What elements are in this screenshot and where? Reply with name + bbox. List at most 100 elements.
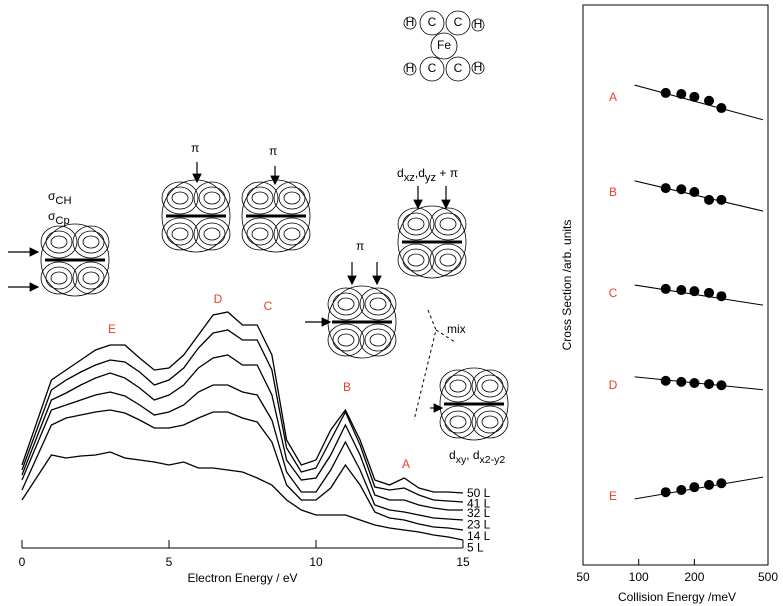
atom-label: H: [406, 61, 415, 75]
orbital-pi-2: [240, 178, 312, 254]
data-point: [689, 187, 700, 198]
label-part: σ: [48, 209, 56, 223]
x-tick-label: 100: [629, 570, 649, 584]
label-part: , d: [466, 448, 479, 462]
data-point: [676, 184, 687, 195]
peak-label: C: [264, 299, 273, 313]
data-point: [689, 91, 700, 102]
data-point: [676, 89, 687, 100]
spectrum-line: [21, 384, 464, 521]
data-point: [660, 375, 671, 386]
orbital-label: π: [356, 239, 364, 253]
orbital-label: π: [269, 144, 277, 158]
data-point: [676, 484, 687, 495]
atom-label: C: [428, 61, 437, 75]
spectrum-line: [21, 451, 464, 541]
x-tick-label: 15: [456, 555, 470, 569]
data-point: [716, 291, 727, 302]
data-point: [704, 379, 715, 390]
x-tick-label: 0: [19, 555, 26, 569]
data-point: [716, 194, 727, 205]
fit-line: [634, 84, 764, 121]
x-tick-label: 500: [758, 570, 778, 584]
data-point: [676, 376, 687, 387]
series-label: D: [609, 378, 618, 392]
series-label: B: [609, 185, 617, 199]
orbital-dxy: [438, 366, 510, 442]
peak-label: B: [343, 380, 351, 394]
data-point: [689, 286, 700, 297]
fit-line: [634, 180, 764, 212]
series-label: 41 L: [467, 497, 491, 511]
atom-label: C: [454, 61, 463, 75]
arrows: [8, 162, 451, 413]
data-point: [716, 103, 727, 114]
data-point: [716, 478, 727, 489]
data-point: [704, 479, 715, 490]
atom-label: C: [454, 15, 463, 29]
series-label: 5 L: [467, 541, 484, 555]
molecule: [403, 10, 485, 82]
peak-label: D: [214, 292, 223, 306]
series-label: 23 L: [467, 518, 491, 532]
spectrum-line: [21, 311, 464, 494]
series-label: 32 L: [467, 506, 491, 520]
series-label: 50 L: [467, 486, 491, 500]
data-point: [689, 482, 700, 493]
label-part: ,d: [415, 166, 425, 180]
data-point: [660, 183, 671, 194]
x-tick-label: 5: [166, 555, 173, 569]
spectrum-line: [21, 329, 464, 503]
x-tick-label: 200: [684, 570, 704, 584]
y-axis-label: Cross Section /arb. units: [560, 220, 574, 351]
data-point: [689, 378, 700, 388]
label-part: yz: [425, 172, 437, 184]
plot-frame: [582, 4, 769, 566]
atom-label: C: [428, 15, 437, 29]
data-point: [676, 285, 687, 296]
x-axis-label: Collision Energy /meV: [618, 590, 736, 604]
x-tick-label: 50: [576, 570, 590, 584]
data-point: [704, 194, 715, 205]
label-part: d: [397, 166, 404, 180]
data-point: [716, 380, 727, 391]
series-label: A: [609, 90, 617, 104]
orbital-label: dxz,dyz + π: [397, 166, 458, 184]
data-point: [704, 95, 715, 106]
peak-label: E: [108, 322, 116, 336]
label-part: Cp: [55, 215, 69, 227]
atom-label: Fe: [437, 38, 451, 52]
data-point: [704, 287, 715, 298]
orbital-pi-1: [160, 178, 232, 254]
label-part: xz: [404, 172, 416, 184]
orbital-diagrams: [8, 162, 510, 442]
atom-label: H: [406, 15, 415, 29]
orbital-label: σCH: [48, 189, 72, 207]
label-part: x2-y2: [480, 454, 506, 466]
data-point: [660, 487, 671, 498]
x-tick-label: 10: [309, 555, 323, 569]
atom-label: H: [474, 60, 483, 74]
orbital-pi-3: [326, 284, 398, 360]
orbital-label: π: [191, 141, 199, 155]
orbital-label: dxy, dx2-y2: [449, 448, 505, 466]
orbital-label: mix: [447, 322, 466, 336]
spectrum-line: [21, 409, 464, 531]
peak-label: A: [402, 457, 410, 471]
mix-lines: [413, 309, 456, 421]
fit-line: [634, 284, 764, 306]
x-axis-label: Electron Energy / eV: [187, 571, 297, 585]
label-part: d: [449, 448, 456, 462]
label-part: CH: [55, 195, 71, 207]
spectrum-line: [21, 354, 463, 511]
data-point: [660, 87, 671, 98]
data-point: [660, 283, 671, 294]
atom-label: H: [474, 17, 483, 31]
orbital-label: σCp: [48, 209, 70, 227]
label-part: xy: [456, 454, 467, 466]
label-part: σ: [48, 189, 56, 203]
series-label: 14 L: [467, 529, 491, 543]
series-label: E: [609, 489, 617, 503]
orbital-sigma: [39, 222, 111, 298]
